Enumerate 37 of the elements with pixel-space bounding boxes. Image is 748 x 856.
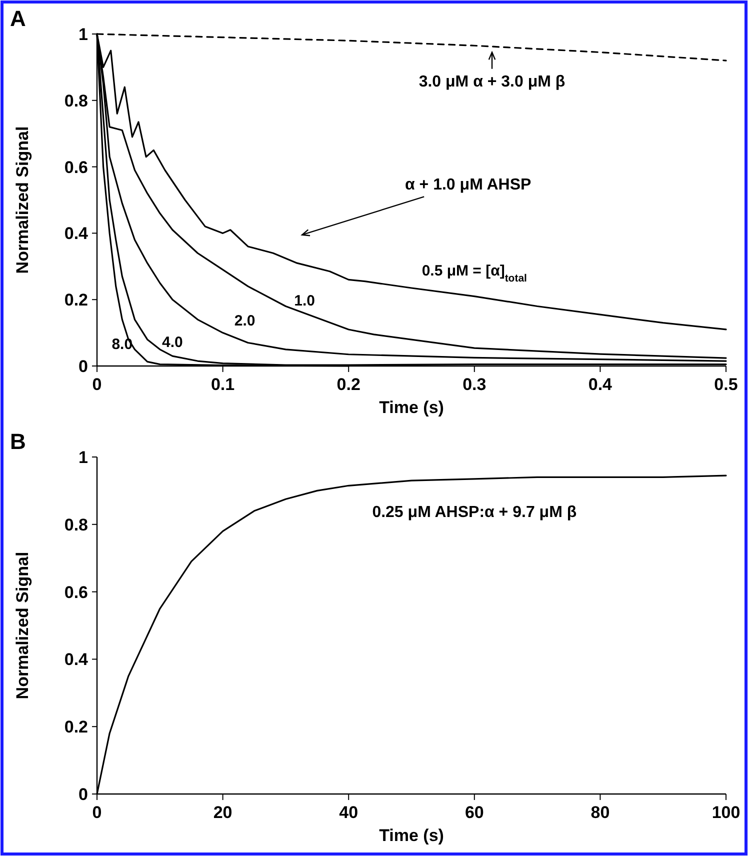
y-tick-label: 0 [78, 357, 88, 376]
x-tick-label: 0.1 [210, 375, 235, 394]
x-tick-label: 0.3 [462, 375, 486, 394]
x-tick-label: 0 [92, 375, 102, 394]
chart-title: B [10, 429, 26, 454]
x-axis-title: Time (s) [379, 826, 444, 845]
x-tick-label: 60 [464, 803, 484, 822]
annotation: 3.0 μM α + 3.0 μM β [418, 73, 566, 90]
y-tick-label: 0.6 [64, 158, 88, 177]
x-tick-label: 40 [339, 803, 358, 822]
x-tick-label: 100 [712, 803, 740, 822]
x-tick-label: 0.4 [588, 375, 613, 394]
y-tick-label: 0.2 [64, 290, 88, 310]
series-label: 2.0 [234, 312, 256, 330]
x-tick-label: 0 [92, 803, 102, 822]
y-tick-label: 0.2 [64, 718, 88, 737]
y-tick-label: 1 [78, 25, 88, 44]
chart-title: A [10, 6, 26, 31]
y-tick-label: 0 [78, 785, 88, 804]
series-label: 1.0 [294, 292, 315, 310]
series-label: 0.25 μM AHSP:α + 9.7 μM β [372, 504, 577, 521]
y-tick-label: 0.6 [64, 582, 88, 602]
y-axis-title: Normalized Signal [13, 126, 32, 274]
x-tick-label: 0.2 [336, 375, 360, 394]
y-tick-label: 0.4 [64, 650, 89, 670]
series-label: 0.5 μM = [α]$_{total}$ [422, 262, 528, 285]
y-tick-label: 0.8 [64, 91, 88, 110]
series-label: 4.0 [162, 334, 183, 352]
x-tick-label: 80 [590, 803, 610, 822]
y-axis-title: Normalized Signal [13, 552, 32, 700]
y-tick-label: 1 [78, 448, 88, 467]
x-tick-label: 20 [213, 803, 232, 822]
y-tick-label: 0.4 [64, 224, 89, 244]
y-tick-label: 0.8 [64, 515, 88, 534]
annotation: α + 1.0 μM AHSP [405, 176, 532, 194]
x-tick-label: 0.5 [714, 375, 738, 394]
x-axis-title: Time (s) [379, 398, 444, 417]
